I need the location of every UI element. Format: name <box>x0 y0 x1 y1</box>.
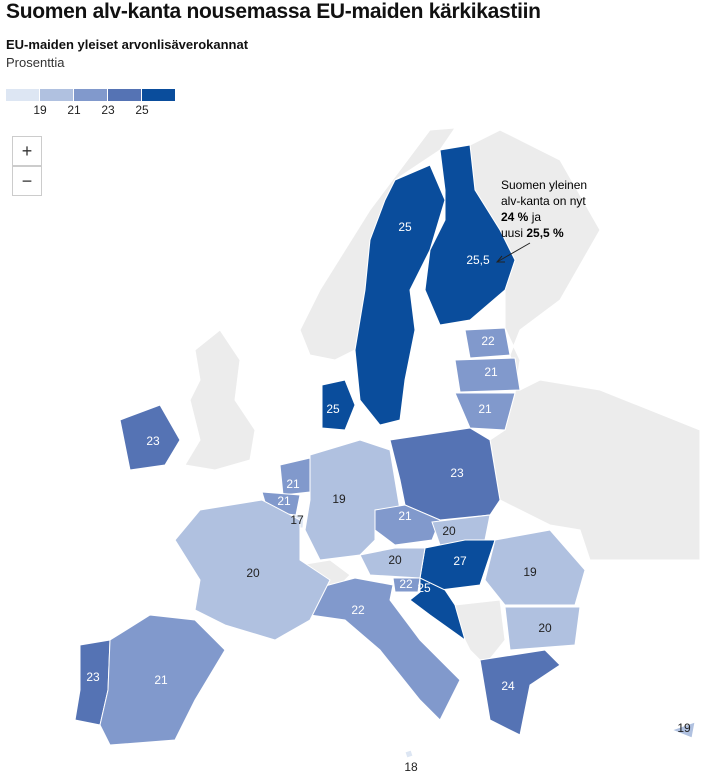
title: Suomen alv-kanta nousemassa EU-maiden kä… <box>6 0 541 23</box>
region <box>484 529 586 606</box>
annotation-line: 24 % ja <box>501 210 541 224</box>
region <box>504 606 581 651</box>
region-label: 22 <box>481 334 495 348</box>
region <box>309 577 461 721</box>
subtitle: EU-maiden yleiset arvonlisäverokannat <box>6 37 249 52</box>
regions <box>74 144 696 759</box>
region <box>424 144 516 326</box>
legend-swatch <box>108 89 141 101</box>
region-label: 20 <box>246 566 260 580</box>
annotation-text: uusi <box>501 226 526 240</box>
unit: Prosenttia <box>6 55 65 70</box>
region <box>464 327 511 359</box>
region-label: 21 <box>286 477 300 491</box>
region-label: 22 <box>399 577 413 591</box>
region-label: 17 <box>290 513 304 527</box>
annotation-line: alv-kanta on nyt <box>501 194 586 208</box>
region <box>454 357 521 393</box>
region-label: 25 <box>398 220 412 234</box>
region <box>404 749 414 759</box>
russia-belarus-ukraine <box>469 129 701 561</box>
annotation-text: ja <box>528 210 541 224</box>
region <box>99 614 226 746</box>
annotation-line: uusi 25,5 % <box>501 226 564 240</box>
norway <box>299 127 457 361</box>
region-label: 19 <box>523 565 537 579</box>
zoom-in[interactable]: + <box>12 136 42 166</box>
annotation-bold: 24 % <box>501 210 529 224</box>
annotation-arrowhead <box>495 255 505 263</box>
legend-tick-label: 25 <box>135 103 149 117</box>
region <box>409 577 466 642</box>
region <box>119 404 181 471</box>
region-label: 22 <box>351 603 365 617</box>
region-label: 21 <box>154 673 168 687</box>
region-label: 25 <box>326 402 340 416</box>
legend-swatch <box>74 89 107 101</box>
region-label: 25 <box>417 581 431 595</box>
annotation-arrow <box>496 242 531 263</box>
region <box>479 649 561 736</box>
annotation: Suomen yleinen alv-kanta on nyt 24 % ja … <box>495 178 587 263</box>
region-label: 24 <box>501 679 515 693</box>
legend-swatch <box>40 89 73 101</box>
region <box>354 164 446 426</box>
annotation-line: Suomen yleinen <box>501 178 587 192</box>
legend: 19 21 23 25 <box>6 89 175 117</box>
region-label: 20 <box>538 621 552 635</box>
region <box>392 577 421 593</box>
region-label: 23 <box>86 670 100 684</box>
region-labels: 25 25,5 22 21 21 25 23 21 21 17 19 23 21 20 27 20 19 20 22… <box>86 220 691 774</box>
region-label: 21 <box>277 494 291 508</box>
region-label: 23 <box>146 434 160 448</box>
region-label: 20 <box>442 524 456 538</box>
legend-tick-label: 23 <box>101 103 115 117</box>
region-label: 21 <box>484 365 498 379</box>
great-britain <box>184 329 256 471</box>
legend-tick-label: 21 <box>67 103 81 117</box>
region-label: 20 <box>388 553 402 567</box>
region-label: 21 <box>478 402 492 416</box>
region <box>174 499 331 641</box>
region <box>454 392 516 431</box>
region-label: 18 <box>404 760 418 774</box>
region-label: 19 <box>677 721 691 735</box>
zoom-out[interactable]: − <box>12 166 42 196</box>
region-label: 27 <box>453 554 467 568</box>
region-label: 25,5 <box>466 253 490 267</box>
region <box>321 379 356 431</box>
region <box>304 439 401 561</box>
region-label: 23 <box>450 466 464 480</box>
region <box>359 547 426 579</box>
region-label: 19 <box>332 492 346 506</box>
legend-swatch <box>6 89 39 101</box>
non-eu-land <box>184 127 701 666</box>
region-label: 21 <box>398 509 412 523</box>
legend-tick-label: 19 <box>33 103 47 117</box>
annotation-bold: 25,5 % <box>526 226 564 240</box>
region <box>374 504 441 546</box>
region <box>670 721 696 739</box>
legend-swatch <box>142 89 175 101</box>
